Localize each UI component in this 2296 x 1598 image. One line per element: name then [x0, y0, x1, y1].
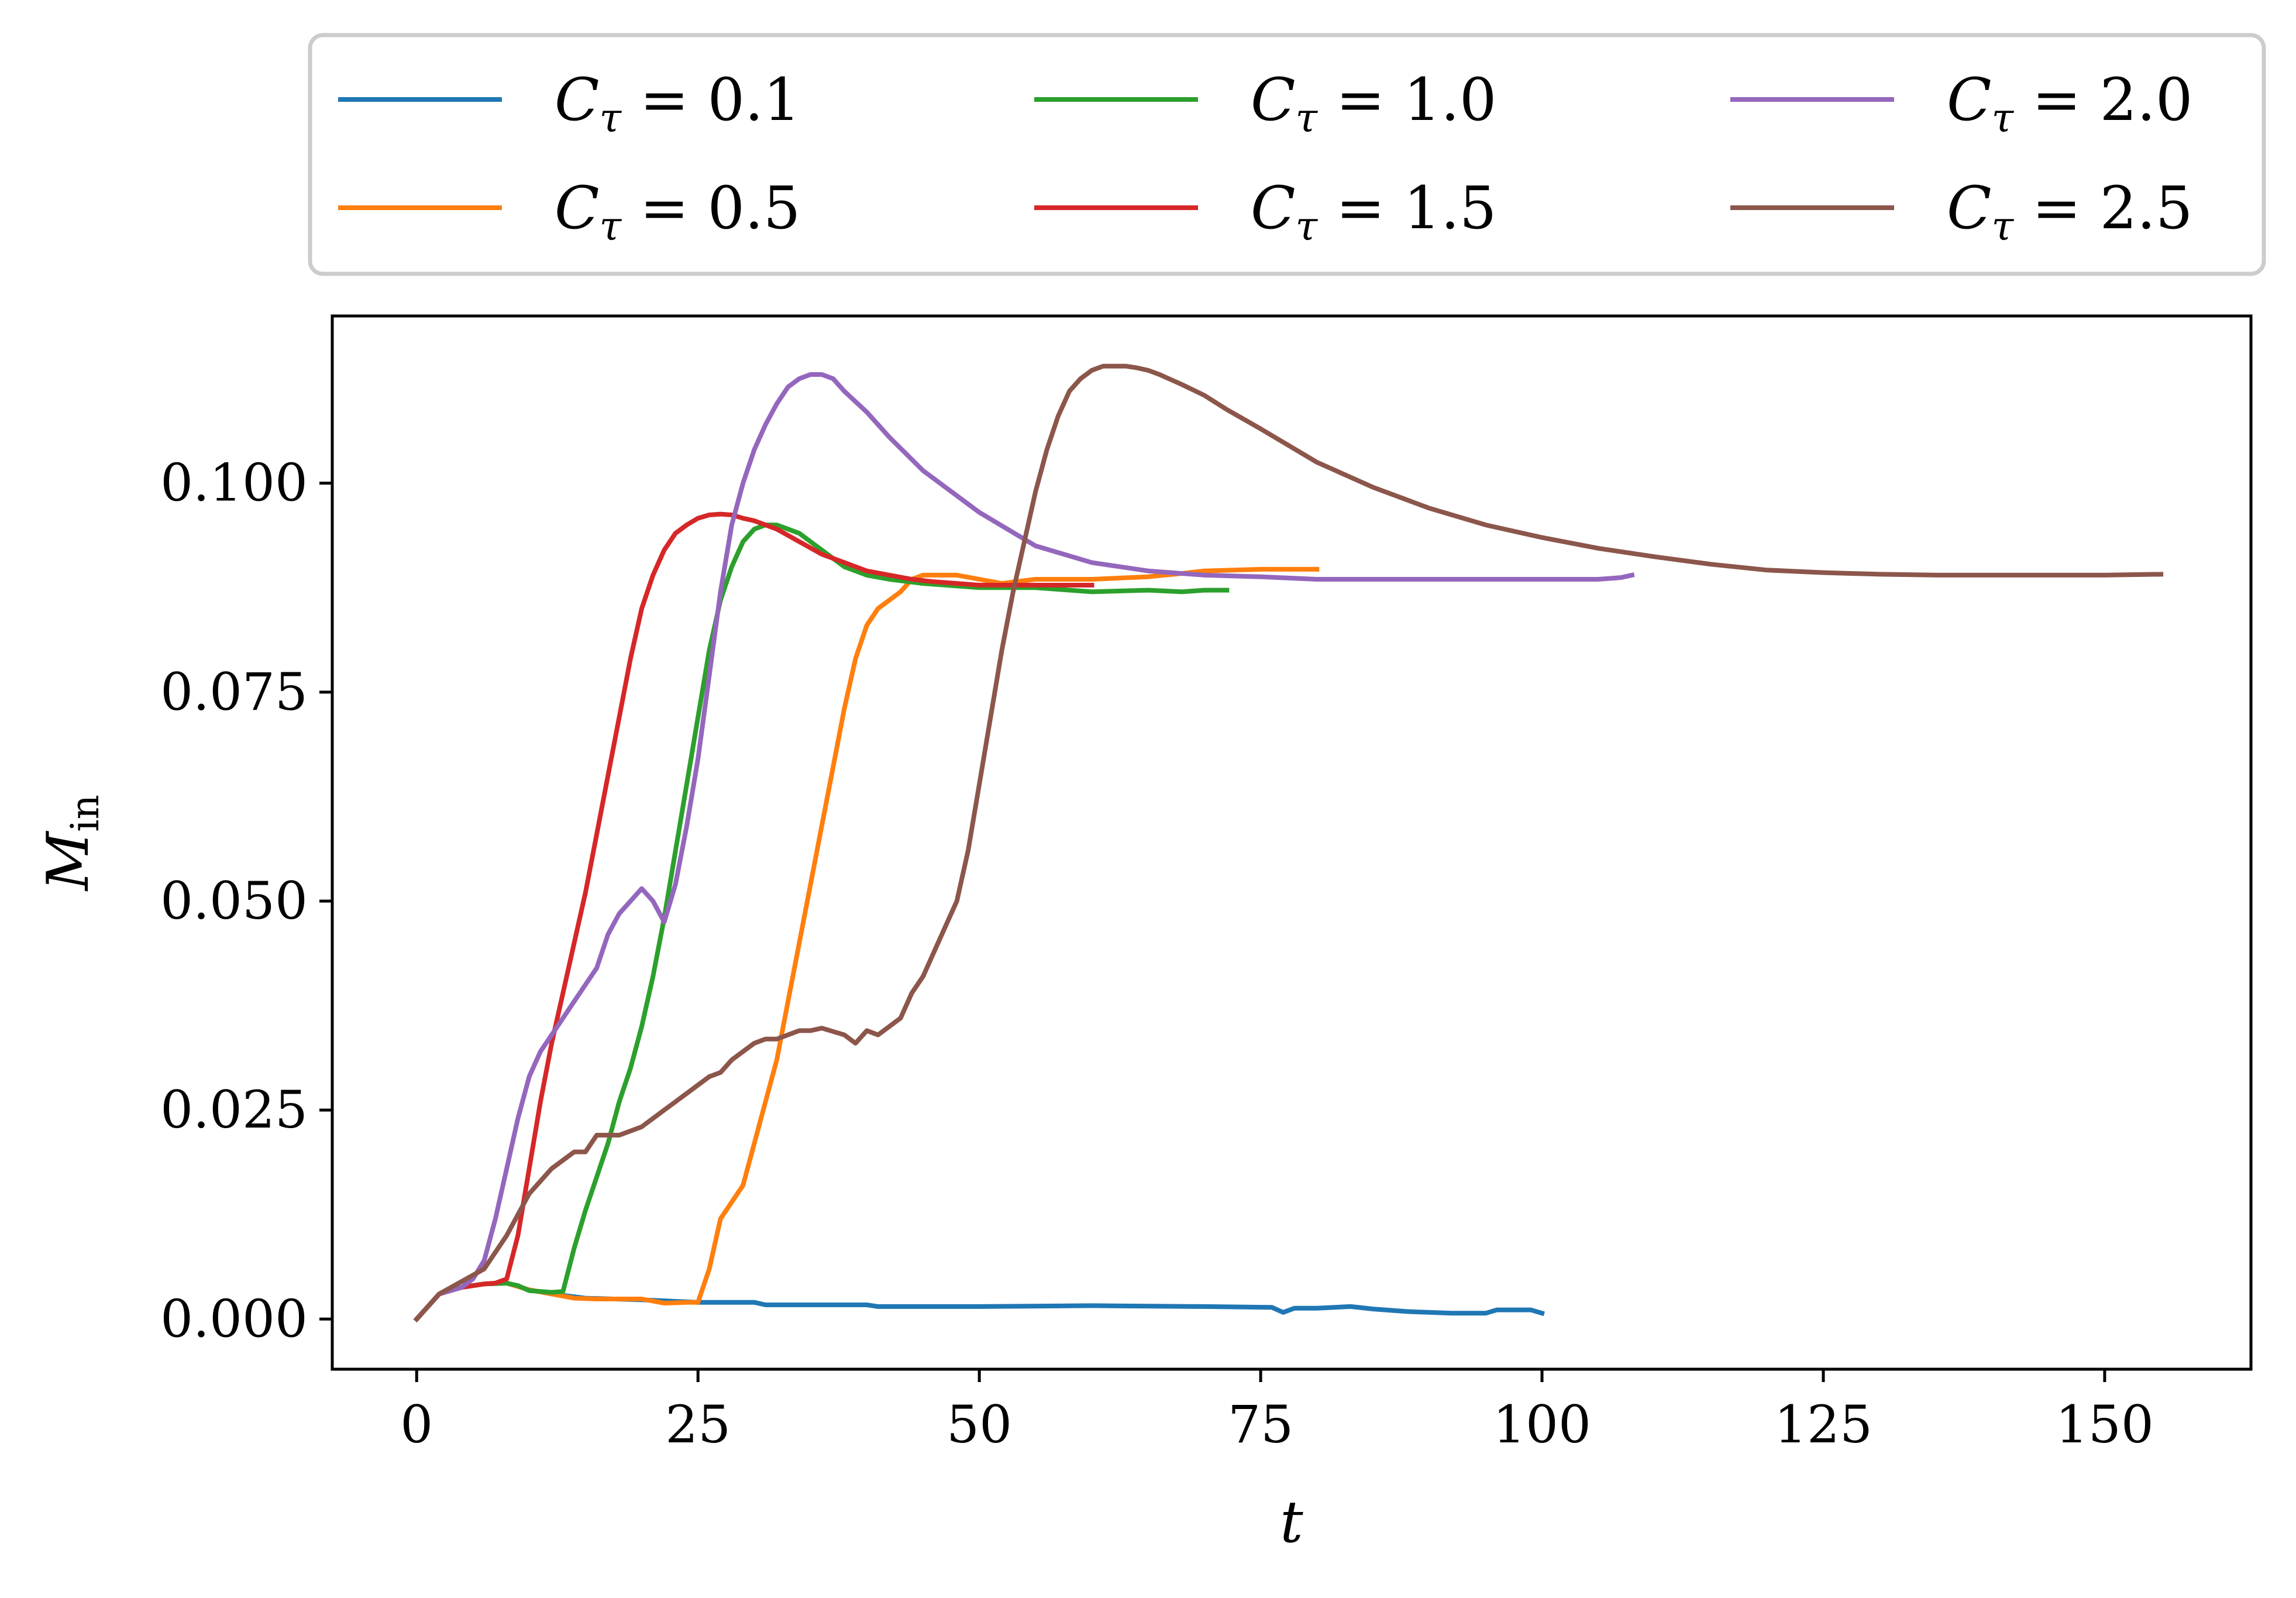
series-line-5: [413, 372, 1635, 1322]
series-line-3: [413, 523, 1230, 1322]
series-line-2: [413, 566, 1320, 1322]
legend-label: Cτ = 1.0: [1251, 66, 1497, 142]
legend-label: Cτ = 2.0: [1947, 66, 2193, 142]
y-tick-label: 0.000: [160, 1288, 308, 1349]
x-tick-label: 0: [400, 1394, 433, 1455]
legend-label: Cτ = 1.5: [1251, 174, 1497, 250]
y-axis: 0.000 0.025 0.050 0.075 0.100: [160, 453, 332, 1349]
x-axis-label: t: [1280, 1489, 1303, 1556]
series-line-4: [413, 511, 1094, 1322]
y-axis-label: Min: [35, 795, 108, 892]
x-tick-label: 125: [1774, 1394, 1872, 1455]
y-axis-label-sub: in: [63, 795, 108, 832]
y-tick-label: 0.050: [160, 871, 308, 931]
x-tick-label: 25: [665, 1394, 731, 1455]
y-tick-label: 0.025: [160, 1080, 308, 1140]
legend-label: Cτ = 0.1: [555, 66, 801, 142]
x-tick-label: 100: [1493, 1394, 1591, 1455]
y-axis-label-main: M: [35, 830, 102, 892]
series-line-1: [413, 1280, 1545, 1322]
legend-item-5: Cτ = 2.0: [1730, 66, 2193, 142]
y-tick-label: 0.075: [160, 662, 308, 722]
legend-item-4: Cτ = 1.5: [1034, 174, 1497, 250]
y-tick-label: 0.100: [160, 453, 308, 513]
legend-item-3: Cτ = 1.0: [1034, 66, 1497, 142]
legend-item-1: Cτ = 0.1: [338, 66, 801, 142]
plot-area: 0 25 50 75 100 125 150 0.000 0.025 0.050 0.075 0.1…: [160, 314, 2253, 1455]
legend-frame: [308, 33, 2266, 276]
legend-label: Cτ = 0.5: [555, 174, 801, 250]
x-tick-label: 50: [946, 1394, 1012, 1455]
legend-label: Cτ = 2.5: [1947, 174, 2193, 250]
series-line-6: [413, 363, 2164, 1322]
legend-item-6: Cτ = 2.5: [1730, 174, 2193, 250]
legend: Cτ = 0.1 Cτ = 0.5 Cτ = 1.0 Cτ = 1.5 Cτ = 2.0…: [308, 33, 2266, 276]
legend-item-2: Cτ = 0.5: [338, 174, 801, 250]
x-axis: 0 25 50 75 100 125 150: [400, 1369, 2154, 1455]
x-tick-label: 150: [2056, 1394, 2154, 1455]
axes-frame: [331, 314, 2253, 1371]
x-tick-label: 75: [1228, 1394, 1293, 1455]
